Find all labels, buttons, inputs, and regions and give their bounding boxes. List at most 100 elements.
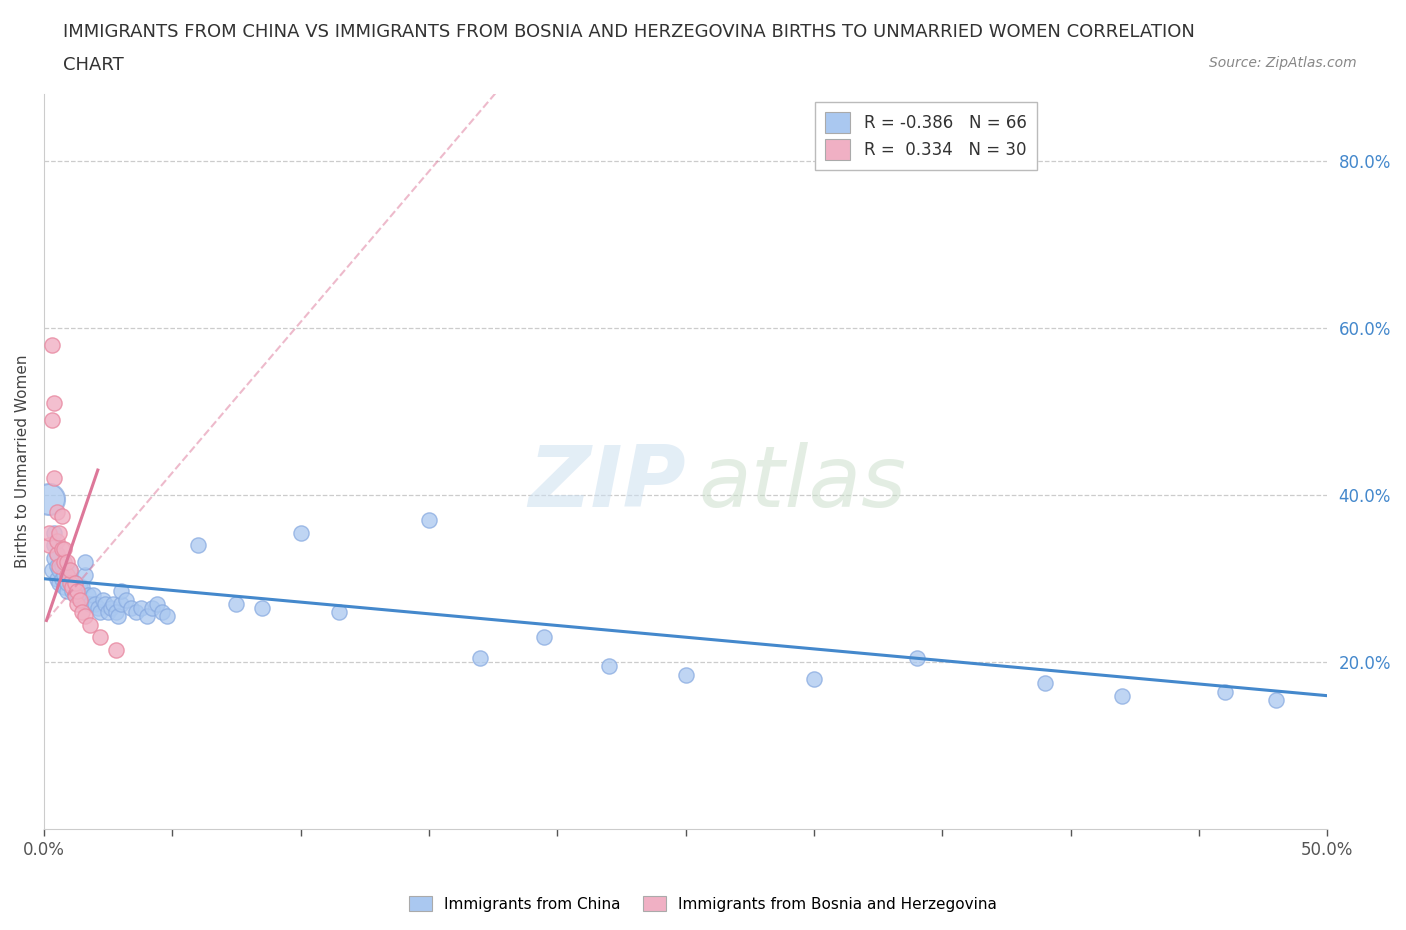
Point xyxy=(45,571,67,586)
Point xyxy=(94,596,117,611)
Point xyxy=(79,596,101,611)
Point xyxy=(1213,684,1236,699)
Point xyxy=(38,538,60,552)
Point xyxy=(1111,688,1133,703)
Point xyxy=(45,559,67,574)
Point xyxy=(53,579,76,594)
Point xyxy=(84,596,107,611)
Text: CHART: CHART xyxy=(63,56,124,73)
Point xyxy=(79,618,101,632)
Point xyxy=(51,542,73,557)
Point xyxy=(44,396,66,411)
Point xyxy=(63,576,86,591)
Point xyxy=(56,576,79,591)
Point xyxy=(58,571,80,586)
Point xyxy=(72,604,94,619)
Point xyxy=(63,588,86,603)
Point xyxy=(45,534,67,549)
Point xyxy=(125,604,148,619)
Point xyxy=(905,651,928,666)
Point xyxy=(120,601,142,616)
Point xyxy=(69,579,91,594)
Point xyxy=(48,563,70,578)
Point xyxy=(1033,676,1056,691)
Point xyxy=(91,592,114,607)
Legend: R = -0.386   N = 66, R =  0.334   N = 30: R = -0.386 N = 66, R = 0.334 N = 30 xyxy=(815,102,1036,169)
Point xyxy=(66,584,89,599)
Point xyxy=(41,563,63,578)
Point xyxy=(72,592,94,607)
Point xyxy=(150,604,173,619)
Point xyxy=(82,588,104,603)
Point xyxy=(418,512,440,527)
Point xyxy=(41,338,63,352)
Point xyxy=(73,554,96,569)
Point xyxy=(38,492,60,507)
Point xyxy=(73,567,96,582)
Point xyxy=(72,579,94,594)
Point xyxy=(598,659,620,674)
Point xyxy=(48,576,70,591)
Point xyxy=(44,525,66,540)
Point xyxy=(56,554,79,569)
Point xyxy=(45,546,67,561)
Point xyxy=(115,592,138,607)
Point xyxy=(41,413,63,428)
Point xyxy=(1265,693,1288,708)
Text: IMMIGRANTS FROM CHINA VS IMMIGRANTS FROM BOSNIA AND HERZEGOVINA BIRTHS TO UNMARR: IMMIGRANTS FROM CHINA VS IMMIGRANTS FROM… xyxy=(63,23,1195,41)
Point xyxy=(533,630,555,644)
Legend: Immigrants from China, Immigrants from Bosnia and Herzegovina: Immigrants from China, Immigrants from B… xyxy=(402,889,1004,918)
Point xyxy=(675,668,697,683)
Point xyxy=(141,601,163,616)
Point xyxy=(89,604,111,619)
Point xyxy=(48,525,70,540)
Point xyxy=(135,609,157,624)
Point xyxy=(63,588,86,603)
Point xyxy=(110,584,132,599)
Point xyxy=(328,604,350,619)
Text: atlas: atlas xyxy=(699,443,907,525)
Point xyxy=(58,576,80,591)
Point xyxy=(53,542,76,557)
Point xyxy=(63,576,86,591)
Point xyxy=(45,504,67,519)
Point xyxy=(187,538,209,552)
Point xyxy=(44,551,66,565)
Point xyxy=(60,584,83,599)
Point xyxy=(60,579,83,594)
Point xyxy=(73,609,96,624)
Point xyxy=(69,592,91,607)
Point xyxy=(110,596,132,611)
Point xyxy=(44,538,66,552)
Point xyxy=(38,525,60,540)
Point xyxy=(66,596,89,611)
Point xyxy=(104,643,127,658)
Point xyxy=(56,584,79,599)
Point xyxy=(290,525,312,540)
Point xyxy=(104,604,127,619)
Point xyxy=(803,671,825,686)
Text: Source: ZipAtlas.com: Source: ZipAtlas.com xyxy=(1209,56,1357,70)
Point xyxy=(51,559,73,574)
Point xyxy=(58,563,80,578)
Point xyxy=(51,571,73,586)
Y-axis label: Births to Unmarried Women: Births to Unmarried Women xyxy=(15,355,30,568)
Point xyxy=(103,596,125,611)
Point xyxy=(44,471,66,485)
Point xyxy=(53,567,76,582)
Point xyxy=(97,604,120,619)
Point xyxy=(87,601,110,616)
Point xyxy=(76,588,98,603)
Point xyxy=(56,567,79,582)
Point xyxy=(89,630,111,644)
Point xyxy=(48,559,70,574)
Point xyxy=(107,609,129,624)
Point xyxy=(53,554,76,569)
Point xyxy=(51,509,73,524)
Point xyxy=(58,563,80,578)
Point xyxy=(100,601,122,616)
Point xyxy=(470,651,492,666)
Point xyxy=(146,596,169,611)
Text: ZIP: ZIP xyxy=(529,443,686,525)
Point xyxy=(225,596,247,611)
